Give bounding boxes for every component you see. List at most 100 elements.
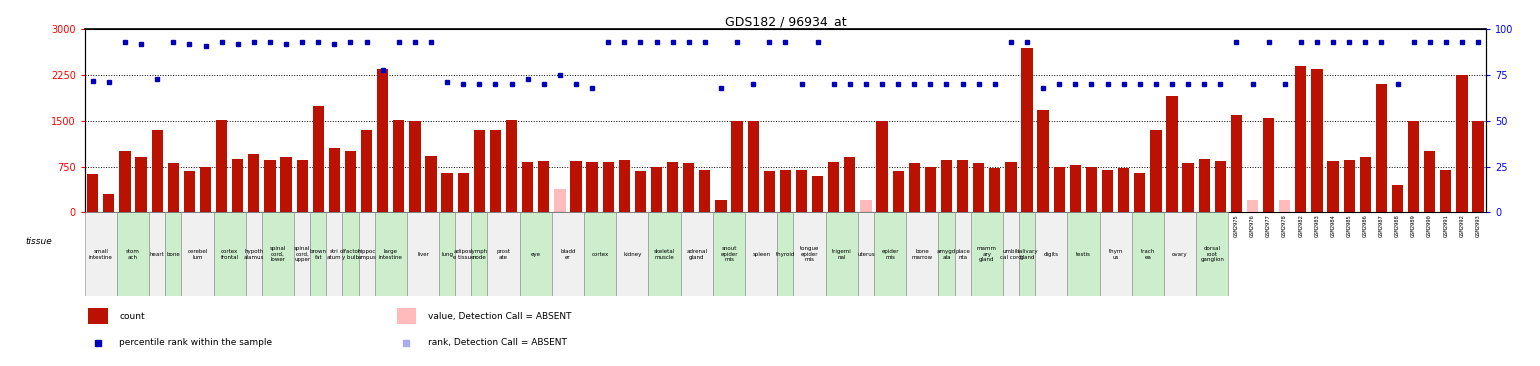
Text: GSM2914: GSM2914 xyxy=(251,214,256,237)
Bar xyxy=(667,162,678,212)
Text: GSM2965: GSM2965 xyxy=(1106,214,1110,237)
Bar xyxy=(1003,212,1019,296)
Bar xyxy=(796,169,807,212)
Bar xyxy=(326,212,342,296)
Bar xyxy=(1312,69,1323,212)
Text: GSM2936: GSM2936 xyxy=(590,214,594,237)
Bar xyxy=(1164,212,1197,296)
Text: eye: eye xyxy=(531,252,541,257)
Text: GSM2909: GSM2909 xyxy=(154,214,160,237)
Text: epider
mis: epider mis xyxy=(881,249,899,259)
Text: GSM2944: GSM2944 xyxy=(702,214,707,237)
Text: digits: digits xyxy=(1044,252,1058,257)
Bar xyxy=(519,212,551,296)
Bar xyxy=(1457,75,1468,212)
Bar xyxy=(297,160,308,212)
Text: GSM2925: GSM2925 xyxy=(445,214,450,237)
Text: GSM2990: GSM2990 xyxy=(1428,214,1432,237)
Bar xyxy=(168,164,179,212)
Text: GSM2915: GSM2915 xyxy=(300,214,305,237)
Text: GSM2962: GSM2962 xyxy=(1056,214,1061,237)
Text: GSM2906: GSM2906 xyxy=(123,214,128,237)
Text: spinal
cord,
upper: spinal cord, upper xyxy=(294,246,311,262)
Text: GSM2978: GSM2978 xyxy=(1283,214,1287,237)
Bar xyxy=(1472,121,1483,212)
Bar xyxy=(456,212,471,296)
Title: GDS182 / 96934_at: GDS182 / 96934_at xyxy=(725,15,845,28)
Bar xyxy=(1230,115,1243,212)
Bar xyxy=(1183,164,1194,212)
Bar xyxy=(1118,168,1129,212)
Text: GSM2917: GSM2917 xyxy=(316,214,320,237)
Bar xyxy=(732,121,742,212)
Bar xyxy=(1132,212,1164,296)
Bar xyxy=(875,212,906,296)
Text: GSM2957: GSM2957 xyxy=(944,214,949,237)
Bar xyxy=(747,121,759,212)
Text: GSM2931: GSM2931 xyxy=(510,214,514,237)
Bar xyxy=(88,308,108,325)
Bar xyxy=(779,169,792,212)
Text: olfactor
y bulb: olfactor y bulb xyxy=(340,249,360,259)
Text: GSM2918: GSM2918 xyxy=(333,214,337,237)
Bar xyxy=(1247,200,1258,212)
Text: GSM2935: GSM2935 xyxy=(573,214,579,237)
Text: GSM2932: GSM2932 xyxy=(525,214,530,237)
Text: adrenal
gland: adrenal gland xyxy=(687,249,707,259)
Text: bone
marrow: bone marrow xyxy=(912,249,933,259)
Text: GSM2928: GSM2928 xyxy=(477,214,482,237)
Text: GSM2938: GSM2938 xyxy=(622,214,627,237)
Text: GSM2985: GSM2985 xyxy=(1346,214,1352,237)
Text: spleen: spleen xyxy=(752,252,770,257)
Text: stri
atum: stri atum xyxy=(326,249,342,259)
Text: GSM2961: GSM2961 xyxy=(1041,214,1046,237)
Bar xyxy=(1375,84,1388,212)
Bar xyxy=(602,162,614,212)
Bar xyxy=(360,130,373,212)
Bar xyxy=(1360,157,1371,212)
Bar xyxy=(439,212,456,296)
Text: GSM2972: GSM2972 xyxy=(1186,214,1190,237)
Text: GSM2910: GSM2910 xyxy=(186,214,192,237)
Text: percentile rank within the sample: percentile rank within the sample xyxy=(120,339,273,347)
Bar xyxy=(537,161,550,212)
Text: GSM2907: GSM2907 xyxy=(139,214,143,237)
Text: GSM2968: GSM2968 xyxy=(879,214,884,237)
Bar xyxy=(906,212,938,296)
Text: GSM2913: GSM2913 xyxy=(236,214,240,237)
Text: GSM2951: GSM2951 xyxy=(832,214,836,237)
Bar xyxy=(955,212,970,296)
Bar xyxy=(715,200,727,212)
Bar xyxy=(265,160,276,212)
Text: GSM2989: GSM2989 xyxy=(1411,214,1417,237)
Text: GSM2974: GSM2974 xyxy=(1218,214,1223,237)
Bar xyxy=(551,212,584,296)
Bar xyxy=(973,164,984,212)
Bar xyxy=(407,212,439,296)
Bar xyxy=(149,212,165,296)
Bar xyxy=(1086,167,1096,212)
Text: GSM2939: GSM2939 xyxy=(638,214,642,237)
Bar xyxy=(183,171,196,212)
Bar xyxy=(1103,169,1113,212)
Bar xyxy=(713,212,745,296)
Text: stom
ach: stom ach xyxy=(126,249,140,259)
Text: brown
fat: brown fat xyxy=(310,249,326,259)
Bar xyxy=(1067,212,1100,296)
Text: hypoth
alamus: hypoth alamus xyxy=(243,249,263,259)
Text: GSM2969: GSM2969 xyxy=(1121,214,1126,237)
Bar xyxy=(490,130,501,212)
Bar xyxy=(1424,151,1435,212)
Bar xyxy=(248,154,259,212)
Text: GSM2980: GSM2980 xyxy=(1009,214,1013,237)
Bar xyxy=(522,162,533,212)
Text: GSM2963: GSM2963 xyxy=(1073,214,1078,237)
Text: GSM2904: GSM2904 xyxy=(91,214,95,237)
Bar xyxy=(924,167,936,212)
Text: GSM2966: GSM2966 xyxy=(1153,214,1158,237)
Bar xyxy=(1392,185,1403,212)
Text: GSM2926: GSM2926 xyxy=(460,214,465,237)
Text: GSM2945: GSM2945 xyxy=(719,214,724,237)
Bar xyxy=(619,160,630,212)
Text: GSM2981: GSM2981 xyxy=(268,214,273,237)
